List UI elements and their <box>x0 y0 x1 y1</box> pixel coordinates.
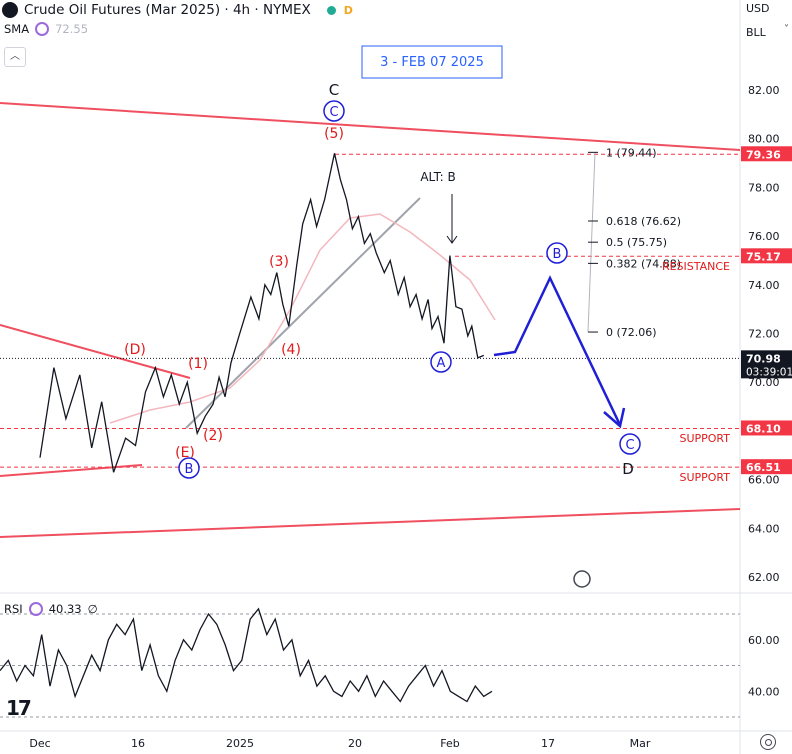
price-tick-8: 66.00 <box>748 474 780 487</box>
sma-legend[interactable]: SMA 72.55 <box>4 22 88 36</box>
fib-level-2: 0.5 (75.75) <box>606 236 667 249</box>
collapse-legend-chevron-icon[interactable]: ︿ <box>4 47 26 67</box>
upper-trendline <box>0 102 741 151</box>
time-label-2: 2025 <box>226 737 254 750</box>
alt-b-arrowhead <box>446 235 458 244</box>
fib-level-3: 0.382 (74.88) <box>606 257 681 270</box>
wave-label-5: (5) <box>324 126 344 142</box>
triangle-lower-line <box>0 464 143 477</box>
resistance-label: RESISTANCE <box>662 260 730 273</box>
wave-circle-c-top: C <box>329 105 338 120</box>
trend-channel-gray-line <box>185 197 421 429</box>
price-tick-0: 82.00 <box>748 84 780 97</box>
replay-clock-icon <box>573 570 591 588</box>
price-tag-bg-2 <box>741 350 792 379</box>
annotation-box-text: 3 - FEB 07 2025 <box>380 55 484 70</box>
rsi-legend[interactable]: RSI 40.33 ∅ <box>4 602 98 616</box>
price-tick-10: 62.00 <box>748 571 780 584</box>
time-label-4: Feb <box>440 737 459 750</box>
wave-circle-b-low: B <box>185 462 194 477</box>
symbol-title[interactable]: Crude Oil Futures (Mar 2025) · 4h · NYME… <box>24 2 311 18</box>
wave-circle-b-projected: B <box>553 247 562 262</box>
annotation-box <box>361 45 503 79</box>
wave-label-2: (2) <box>203 428 223 444</box>
symbol-logo-icon <box>2 2 18 18</box>
wave-label-e: (E) <box>175 445 195 461</box>
price-tag-countdown: 03:39:01 <box>746 366 792 378</box>
price-tag-bg-4 <box>741 459 792 475</box>
wave-label-d-projected: D <box>622 460 634 478</box>
wave-circle-c-top-circle <box>323 100 345 122</box>
support-label-1: SUPPORT <box>679 432 730 445</box>
price-tick-1: 80.00 <box>748 133 780 146</box>
price-tag-4: 66.51 <box>746 461 781 474</box>
projection-arrowhead <box>603 407 626 429</box>
sma-line <box>109 213 496 424</box>
price-tick-4: 74.00 <box>748 279 780 292</box>
wave-label-1: (1) <box>188 356 208 372</box>
chart-header: Crude Oil Futures (Mar 2025) · 4h · NYME… <box>0 0 353 20</box>
wave-circle-a-circle <box>430 351 452 373</box>
time-label-3: 20 <box>348 737 362 750</box>
wave-circle-c-projected-circle <box>619 433 641 455</box>
price-tag-bg-1 <box>741 248 792 264</box>
price-tag-bg-3 <box>741 420 792 436</box>
price-tag-2: 70.98 <box>746 352 781 365</box>
wave-label-3: (3) <box>269 254 289 270</box>
price-series-line <box>39 153 485 473</box>
price-tag-1: 75.17 <box>746 250 781 263</box>
delay-badge: D <box>343 3 353 17</box>
unit-chevron-down-icon[interactable]: ˅ <box>784 24 789 35</box>
price-tag-3: 68.10 <box>746 422 781 435</box>
wave-label-c-top: C <box>329 81 339 99</box>
sma-value: 72.55 <box>55 22 89 36</box>
currency-label[interactable]: USD <box>746 2 770 15</box>
wave-circle-b-low-circle <box>178 457 200 479</box>
support-label-2: SUPPORT <box>679 471 730 484</box>
rsi-label: RSI <box>4 602 23 616</box>
sma-label: SMA <box>4 22 30 36</box>
rsi-settings-icon[interactable] <box>28 602 43 616</box>
alt-b-label: ALT: B <box>420 170 455 184</box>
time-label-1: 16 <box>131 737 145 750</box>
price-tag-bg-0 <box>741 146 792 162</box>
time-label-6: Mar <box>630 737 651 750</box>
rsi-tick-1: 40.00 <box>748 685 780 698</box>
fib-level-4: 0 (72.06) <box>606 326 657 339</box>
tradingview-logo-icon[interactable]: 17 <box>6 696 32 720</box>
rsi-value: 40.33 <box>48 602 82 616</box>
price-tick-6: 70.00 <box>748 376 780 389</box>
price-tick-5: 72.00 <box>748 328 780 341</box>
fib-level-0: 1 (79.44) <box>606 146 657 159</box>
price-tag-0: 79.36 <box>746 148 781 161</box>
wave-circle-c-projected: C <box>625 438 634 453</box>
rsi-line <box>0 607 493 703</box>
rsi-tick-0: 60.00 <box>748 634 780 647</box>
time-label-5: 17 <box>541 737 555 750</box>
settings-gear-icon[interactable] <box>760 734 776 750</box>
lower-trendline <box>0 508 741 538</box>
projection-path <box>493 275 622 426</box>
rsi-suffix: ∅ <box>87 602 98 616</box>
sma-settings-icon[interactable] <box>35 22 50 36</box>
time-label-0: Dec <box>29 737 50 750</box>
unit-label[interactable]: BLL <box>746 26 766 39</box>
wave-label-d: (D) <box>124 342 146 358</box>
wave-circle-b-projected-circle <box>546 242 568 264</box>
wave-label-4: (4) <box>281 342 301 358</box>
price-tick-3: 76.00 <box>748 230 780 243</box>
price-tick-9: 64.00 <box>748 522 780 535</box>
triangle-upper-line <box>0 324 191 379</box>
price-tick-2: 78.00 <box>748 181 780 194</box>
status-dot-icon <box>326 5 336 15</box>
wave-circle-a: A <box>437 356 446 371</box>
fib-level-1: 0.618 (76.62) <box>606 215 681 228</box>
